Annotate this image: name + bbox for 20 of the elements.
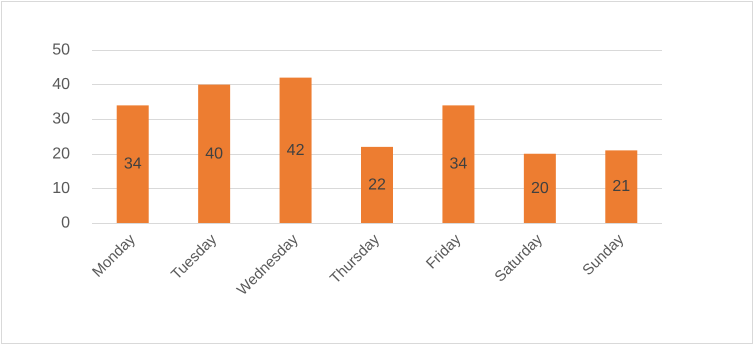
y-tick-label: 10 (52, 180, 70, 197)
y-tick-label: 0 (61, 214, 70, 232)
bar (524, 154, 556, 223)
data-label: 34 (124, 156, 142, 173)
bar (442, 105, 474, 223)
y-tick-label: 20 (52, 145, 70, 162)
bar (116, 105, 149, 223)
bar (280, 78, 312, 223)
data-label: 22 (368, 176, 386, 194)
data-label: 20 (530, 180, 549, 197)
data-label: 42 (286, 142, 305, 159)
y-tick-label: 30 (52, 110, 70, 128)
data-label: 40 (205, 145, 224, 162)
y-tick-label: 40 (52, 76, 70, 94)
data-label: 34 (450, 156, 468, 173)
bar (605, 150, 638, 223)
data-label: 21 (612, 178, 630, 196)
y-tick-label: 50 (52, 42, 70, 58)
bar (198, 84, 230, 223)
bar (361, 146, 393, 223)
